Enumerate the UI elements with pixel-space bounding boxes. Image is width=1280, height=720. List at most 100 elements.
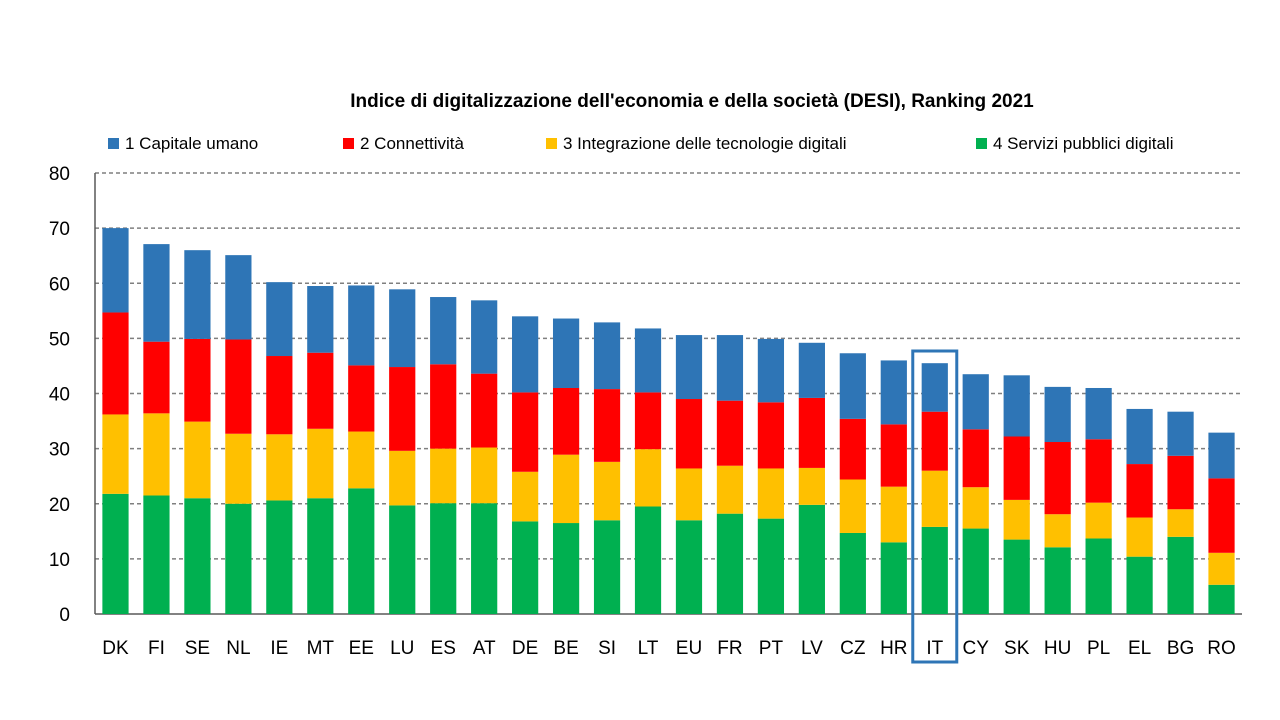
bar-LT-4 <box>634 506 662 614</box>
bar-HU-4 <box>1044 547 1071 614</box>
bar-SK-4 <box>1003 539 1030 614</box>
y-tick-label: 80 <box>49 164 70 185</box>
bar-SK-2 <box>1003 436 1030 500</box>
bar-HR-3 <box>880 486 907 543</box>
bar-AT-2 <box>471 373 498 448</box>
x-tick-label-LT: LT <box>638 638 659 659</box>
bar-LV-3 <box>798 467 825 505</box>
x-axis: DK FI SE NL IE MT EE LU ES AT DE BE SI LT EU FR PT LV CZ HR… <box>102 638 1235 659</box>
bar-FI-1 <box>143 244 170 342</box>
bar-LV-1 <box>798 342 825 398</box>
bar-IE-4 <box>266 500 293 614</box>
bar-NL-2 <box>225 339 252 434</box>
bar-FI-2 <box>143 341 170 414</box>
bar-SE-3 <box>184 421 211 499</box>
bar-MT-2 <box>307 352 334 429</box>
bar-EE-1 <box>348 285 375 366</box>
bar-IE-3 <box>266 434 293 501</box>
bar-LU-2 <box>389 367 416 451</box>
x-tick-label-ES: ES <box>431 638 456 659</box>
bar-FR-3 <box>716 465 744 514</box>
bar-FR-2 <box>716 400 744 466</box>
y-tick-label: 20 <box>49 495 70 516</box>
bar-EL-1 <box>1126 408 1153 465</box>
legend-label: 3 Integrazione delle tecnologie digitali <box>563 134 847 153</box>
x-tick-label-HR: HR <box>880 638 907 659</box>
bar-PT-1 <box>757 338 785 403</box>
bar-CZ-2 <box>839 418 866 480</box>
bar-BG-3 <box>1167 509 1194 537</box>
bar-BE-4 <box>552 523 580 614</box>
legend: 1 Capitale umano 2 Connettività 3 Integraz… <box>108 134 1173 153</box>
y-tick-label: 30 <box>49 440 70 461</box>
bars <box>102 228 1235 614</box>
y-tick-label: 50 <box>49 329 70 350</box>
bar-SE-4 <box>184 498 211 614</box>
bar-EE-2 <box>348 365 375 432</box>
bar-DE-3 <box>512 471 539 522</box>
legend-item: 3 Integrazione delle tecnologie digitali <box>546 134 847 153</box>
chart-title: Indice di digitalizzazione dell'economia… <box>350 91 1034 112</box>
bar-IT-2 <box>921 411 948 471</box>
bar-CY-3 <box>962 487 989 529</box>
bar-MT-1 <box>307 286 334 353</box>
bar-EU-2 <box>675 399 703 469</box>
bar-IE-2 <box>266 356 293 435</box>
bar-FI-3 <box>143 413 170 496</box>
bar-EL-3 <box>1126 517 1153 557</box>
bar-CZ-4 <box>839 532 866 614</box>
bar-SE-1 <box>184 250 211 339</box>
x-tick-label-LV: LV <box>801 638 823 659</box>
x-tick-label-SK: SK <box>1004 638 1030 659</box>
bar-LV-4 <box>798 504 825 614</box>
x-tick-label-BE: BE <box>553 638 578 659</box>
bar-PL-2 <box>1085 439 1112 503</box>
bar-ES-2 <box>430 364 457 449</box>
bar-EL-2 <box>1126 464 1153 518</box>
legend-swatch <box>976 138 987 149</box>
y-tick-label: 0 <box>59 605 70 626</box>
bar-EU-1 <box>675 335 703 400</box>
bar-BE-1 <box>552 318 580 388</box>
bar-PL-3 <box>1085 502 1112 539</box>
bar-SI-2 <box>593 389 621 462</box>
bar-HU-3 <box>1044 514 1071 548</box>
bar-IT-4 <box>921 526 948 614</box>
bar-RO-2 <box>1208 478 1235 553</box>
bar-CZ-3 <box>839 479 866 533</box>
legend-label: 1 Capitale umano <box>125 134 258 153</box>
bar-FR-1 <box>716 335 744 401</box>
x-tick-label-AT: AT <box>473 638 496 659</box>
bar-DK-2 <box>102 312 129 415</box>
bar-IT-1 <box>921 363 948 412</box>
y-tick-label: 40 <box>49 385 70 406</box>
bar-NL-4 <box>225 503 252 614</box>
bar-MT-3 <box>307 428 334 499</box>
x-tick-label-CY: CY <box>963 638 990 659</box>
bar-IT-3 <box>921 470 948 527</box>
bar-LU-3 <box>389 450 416 506</box>
bar-DE-4 <box>512 521 539 614</box>
y-axis: 0 10 20 30 40 50 60 70 80 <box>49 164 70 626</box>
bar-LT-3 <box>634 449 662 507</box>
legend-label: 2 Connettività <box>360 134 464 153</box>
x-tick-label-PL: PL <box>1087 638 1110 659</box>
bar-HR-2 <box>880 424 907 487</box>
bar-CZ-1 <box>839 353 866 419</box>
bar-EL-4 <box>1126 556 1153 614</box>
legend-swatch <box>343 138 354 149</box>
x-tick-label-PT: PT <box>759 638 784 659</box>
bar-NL-1 <box>225 255 252 340</box>
bar-ES-3 <box>430 448 457 504</box>
bar-PT-4 <box>757 518 785 614</box>
bar-DE-2 <box>512 392 539 472</box>
bar-EU-4 <box>675 520 703 614</box>
bar-CY-2 <box>962 429 989 488</box>
bar-DK-4 <box>102 493 129 614</box>
bar-EE-4 <box>348 488 375 614</box>
bar-BE-2 <box>552 387 580 455</box>
bar-RO-4 <box>1208 584 1235 614</box>
x-tick-label-EU: EU <box>676 638 702 659</box>
bar-HU-1 <box>1044 386 1071 443</box>
x-tick-label-DK: DK <box>102 638 129 659</box>
